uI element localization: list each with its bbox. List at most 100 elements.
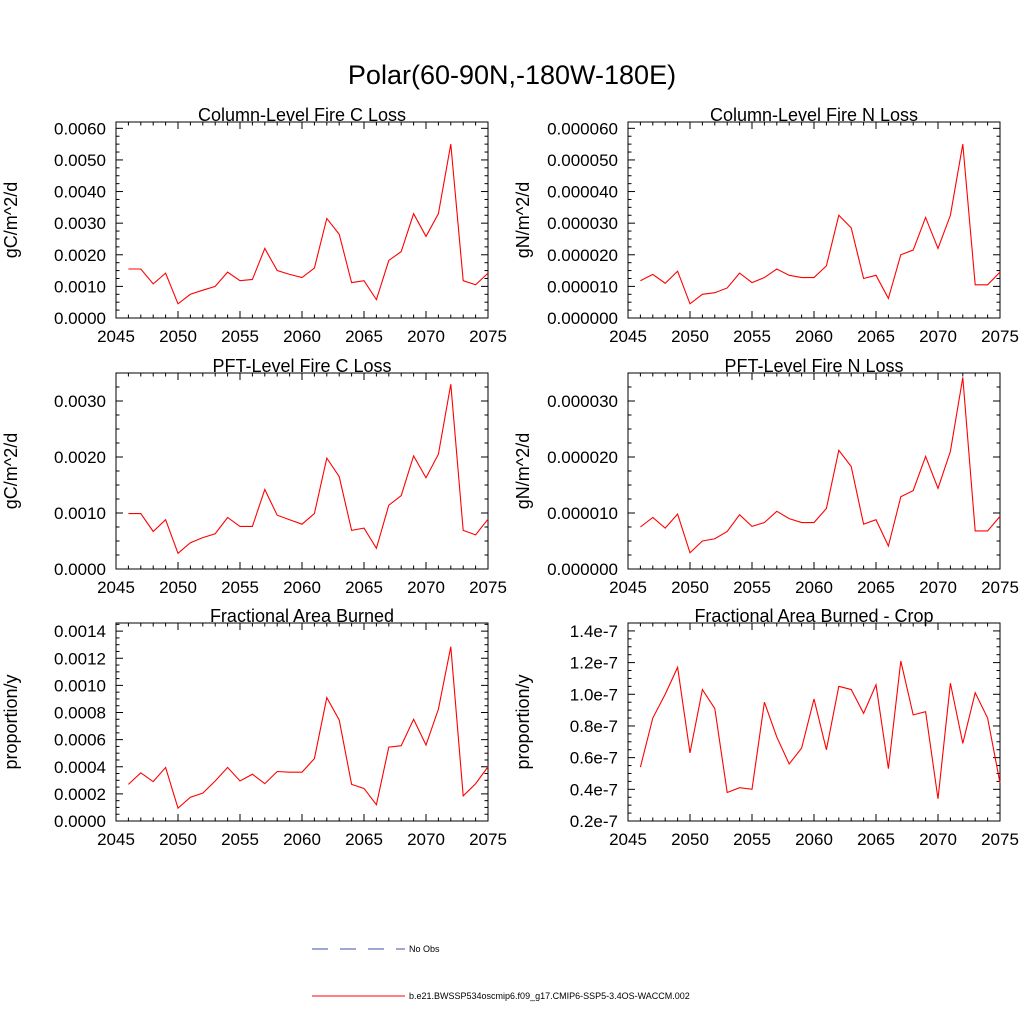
panel-pft-fire-n-loss: PFT-Level Fire N Loss gN/m^2/d 2045 2050 205… [513, 356, 1019, 597]
x-tick-label: 2060 [795, 830, 833, 849]
x-tick-label: 2055 [221, 830, 259, 849]
y-tick-label: 1.4e-7 [570, 622, 618, 641]
x-tick-label: 2045 [609, 578, 647, 597]
y-tick-label: 0.0002 [54, 785, 106, 804]
x-tick-label: 2070 [919, 830, 957, 849]
y-tick-label: 0.0006 [54, 731, 106, 750]
x-tick-label: 2075 [981, 830, 1019, 849]
x-tick-label: 2055 [733, 327, 771, 346]
x-tick-label: 2070 [407, 578, 445, 597]
y-tick-label: 0.0000 [54, 812, 106, 831]
x-tick-label: 2060 [283, 578, 321, 597]
y-axis-label: gC/m^2/d [1, 433, 21, 509]
y-axis-label: proportion/y [1, 674, 21, 769]
y-tick-label: 0.6e-7 [570, 749, 618, 768]
x-tick-label: 2070 [407, 327, 445, 346]
x-tick-label: 2075 [981, 327, 1019, 346]
x-tick-label: 2050 [159, 327, 197, 346]
panel-fractional-area-burned: Fractional Area Burned proportion/y 2045 20… [1, 606, 507, 849]
y-tick-label: 0.000030 [547, 392, 618, 411]
x-tick-label: 2060 [795, 327, 833, 346]
y-axis-label: gN/m^2/d [513, 433, 533, 509]
y-tick-label: 0.0012 [54, 649, 106, 668]
series-line [128, 646, 489, 810]
x-tick-label: 2075 [469, 578, 507, 597]
x-tick-label: 2075 [981, 578, 1019, 597]
x-tick-label: 2070 [919, 327, 957, 346]
figure-title: Polar(60-90N,-180W-180E) [348, 60, 676, 90]
y-tick-label: 0.000060 [547, 119, 618, 138]
x-tick-label: 2055 [733, 578, 771, 597]
y-tick-label: 0.8e-7 [570, 717, 618, 736]
x-tick-label: 2050 [671, 327, 709, 346]
legend-no-obs-label: No Obs [409, 944, 440, 954]
x-tick-label: 2050 [671, 830, 709, 849]
x-tick-label: 2075 [469, 327, 507, 346]
panel-title: Fractional Area Burned [210, 606, 394, 626]
y-tick-label: 0.0020 [54, 448, 106, 467]
x-tick-label: 2060 [283, 327, 321, 346]
x-tick-label: 2065 [857, 578, 895, 597]
panel-title: PFT-Level Fire N Loss [724, 356, 903, 376]
panel-fractional-area-burned-crop: Fractional Area Burned - Crop proportion/… [513, 606, 1019, 849]
x-tick-label: 2045 [609, 830, 647, 849]
x-tick-label: 2070 [919, 578, 957, 597]
y-tick-label: 0.0000 [54, 309, 106, 328]
x-tick-label: 2055 [733, 830, 771, 849]
panel-column-fire-c-loss: Column-Level Fire C Loss gC/m^2/d 2045 2050… [1, 105, 507, 346]
x-tick-label: 2045 [97, 578, 135, 597]
y-tick-label: 1.2e-7 [570, 654, 618, 673]
x-tick-label: 2060 [283, 830, 321, 849]
x-tick-label: 2065 [857, 327, 895, 346]
y-tick-label: 0.000010 [547, 504, 618, 523]
plot-frame [115, 372, 489, 570]
y-tick-label: 0.0010 [54, 277, 106, 296]
legend: No Obs b.e21.BWSSP534oscmip6.f09_g17.CMI… [312, 944, 690, 1001]
panel-column-fire-n-loss: Column-Level Fire N Loss gN/m^2/d 2045 2050… [513, 105, 1019, 346]
y-tick-label: 0.000000 [547, 560, 618, 579]
y-tick-label: 0.000010 [547, 277, 618, 296]
y-tick-label: 0.0030 [54, 392, 106, 411]
x-tick-label: 2065 [857, 830, 895, 849]
series-line [640, 144, 1001, 305]
panel-title: Column-Level Fire N Loss [710, 105, 918, 125]
x-tick-label: 2050 [671, 578, 709, 597]
y-tick-label: 0.0050 [54, 151, 106, 170]
y-axis-label: gN/m^2/d [513, 182, 533, 258]
y-tick-label: 0.4e-7 [570, 780, 618, 799]
y-tick-label: 0.0008 [54, 704, 106, 723]
series-line [128, 144, 489, 305]
series-line [639, 660, 1001, 799]
y-tick-label: 0.0010 [54, 676, 106, 695]
y-tick-label: 0.000000 [547, 309, 618, 328]
y-tick-label: 0.0060 [54, 119, 106, 138]
y-tick-label: 0.000020 [547, 246, 618, 265]
y-tick-label: 0.000030 [547, 214, 618, 233]
plot-frame [627, 622, 1001, 822]
y-tick-label: 1.0e-7 [570, 685, 618, 704]
x-tick-label: 2045 [609, 327, 647, 346]
y-tick-label: 0.0030 [54, 214, 106, 233]
plot-frame [115, 622, 489, 822]
y-axis-label: gC/m^2/d [1, 182, 21, 258]
y-tick-label: 0.000020 [547, 448, 618, 467]
y-tick-label: 0.0000 [54, 560, 106, 579]
x-tick-label: 2070 [407, 830, 445, 849]
x-tick-label: 2060 [795, 578, 833, 597]
x-tick-label: 2065 [345, 578, 383, 597]
legend-model-label: b.e21.BWSSP534oscmip6.f09_g17.CMIP6-SSP5… [409, 991, 690, 1001]
x-tick-label: 2065 [345, 327, 383, 346]
y-tick-label: 0.0020 [54, 246, 106, 265]
panel-title: PFT-Level Fire C Loss [212, 356, 391, 376]
x-tick-label: 2045 [97, 327, 135, 346]
x-tick-label: 2055 [221, 327, 259, 346]
y-tick-label: 0.000050 [547, 151, 618, 170]
x-tick-label: 2050 [159, 830, 197, 849]
y-tick-label: 0.000040 [547, 183, 618, 202]
series-line [128, 384, 489, 555]
y-tick-label: 0.2e-7 [570, 812, 618, 831]
x-tick-label: 2055 [221, 578, 259, 597]
x-tick-label: 2050 [159, 578, 197, 597]
y-tick-label: 0.0010 [54, 504, 106, 523]
x-tick-label: 2045 [97, 830, 135, 849]
